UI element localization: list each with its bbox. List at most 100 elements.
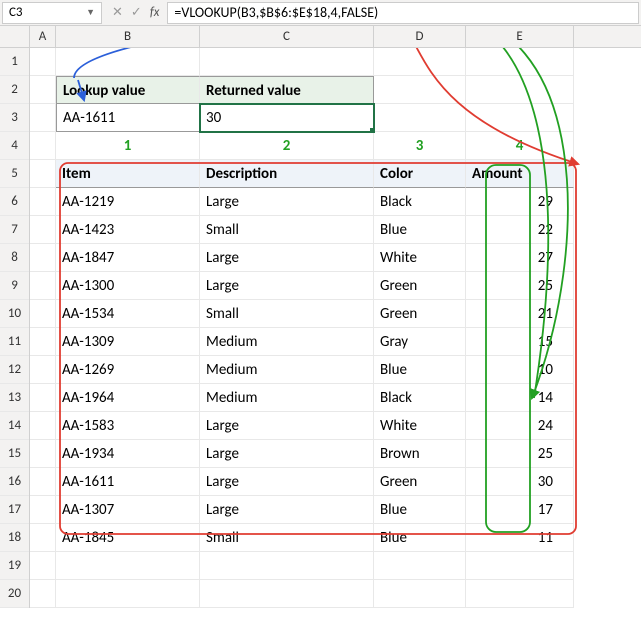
cell[interactable] bbox=[30, 412, 56, 440]
item-cell[interactable]: AA-1611 bbox=[56, 468, 200, 496]
color-cell[interactable]: Blue bbox=[374, 216, 466, 244]
amount-cell[interactable]: 17 bbox=[466, 496, 574, 524]
returned-value-cell[interactable]: 30 bbox=[200, 104, 374, 132]
color-cell[interactable]: Blue bbox=[374, 356, 466, 384]
row-header[interactable]: 4 bbox=[0, 132, 29, 160]
item-cell[interactable]: AA-1423 bbox=[56, 216, 200, 244]
amount-cell[interactable]: 11 bbox=[466, 524, 574, 552]
amount-cell[interactable]: 25 bbox=[466, 272, 574, 300]
cell[interactable] bbox=[30, 300, 56, 328]
color-cell[interactable]: Brown bbox=[374, 440, 466, 468]
col-header-a[interactable]: A bbox=[30, 26, 56, 47]
col-header-c[interactable]: C bbox=[200, 26, 374, 47]
color-cell[interactable]: Green bbox=[374, 300, 466, 328]
row-header[interactable]: 8 bbox=[0, 244, 29, 272]
cell[interactable] bbox=[200, 552, 374, 580]
cell[interactable] bbox=[30, 188, 56, 216]
cell[interactable] bbox=[30, 160, 56, 188]
table-header-description[interactable]: Description bbox=[200, 160, 374, 188]
row-header[interactable]: 5 bbox=[0, 160, 29, 188]
cell[interactable] bbox=[30, 104, 56, 132]
item-cell[interactable]: AA-1300 bbox=[56, 272, 200, 300]
cell[interactable] bbox=[466, 48, 574, 76]
cell[interactable] bbox=[30, 524, 56, 552]
amount-cell[interactable]: 15 bbox=[466, 328, 574, 356]
amount-cell[interactable]: 30 bbox=[466, 468, 574, 496]
cell[interactable] bbox=[374, 552, 466, 580]
color-cell[interactable]: Black bbox=[374, 188, 466, 216]
description-cell[interactable]: Small bbox=[200, 524, 374, 552]
color-cell[interactable]: Green bbox=[374, 468, 466, 496]
color-cell[interactable]: Gray bbox=[374, 328, 466, 356]
row-header[interactable]: 16 bbox=[0, 468, 29, 496]
cell[interactable] bbox=[374, 48, 466, 76]
amount-cell[interactable]: 22 bbox=[466, 216, 574, 244]
col-header-e[interactable]: E bbox=[466, 26, 574, 47]
cell[interactable] bbox=[466, 104, 574, 132]
amount-cell[interactable]: 21 bbox=[466, 300, 574, 328]
cell[interactable] bbox=[374, 580, 466, 608]
item-cell[interactable]: AA-1934 bbox=[56, 440, 200, 468]
cell[interactable] bbox=[30, 356, 56, 384]
table-header-item[interactable]: Item bbox=[56, 160, 200, 188]
description-cell[interactable]: Medium bbox=[200, 356, 374, 384]
amount-cell[interactable]: 24 bbox=[466, 412, 574, 440]
row-header[interactable]: 15 bbox=[0, 440, 29, 468]
accept-icon[interactable]: ✓ bbox=[131, 5, 142, 20]
row-header[interactable]: 18 bbox=[0, 524, 29, 552]
cell[interactable] bbox=[30, 496, 56, 524]
item-cell[interactable]: AA-1583 bbox=[56, 412, 200, 440]
description-cell[interactable]: Medium bbox=[200, 384, 374, 412]
row-header[interactable]: 9 bbox=[0, 272, 29, 300]
returned-header-label[interactable]: Returned value bbox=[200, 76, 374, 104]
row-header[interactable]: 13 bbox=[0, 384, 29, 412]
amount-cell[interactable]: 25 bbox=[466, 440, 574, 468]
description-cell[interactable]: Large bbox=[200, 244, 374, 272]
row-header[interactable]: 1 bbox=[0, 48, 29, 76]
cell[interactable] bbox=[30, 48, 56, 76]
cell[interactable] bbox=[30, 552, 56, 580]
amount-cell[interactable]: 10 bbox=[466, 356, 574, 384]
col-number-3[interactable]: 3 bbox=[374, 132, 466, 160]
cell[interactable] bbox=[56, 48, 200, 76]
color-cell[interactable]: Blue bbox=[374, 496, 466, 524]
cell[interactable] bbox=[200, 580, 374, 608]
row-header[interactable]: 20 bbox=[0, 580, 29, 608]
col-header-d[interactable]: D bbox=[374, 26, 466, 47]
description-cell[interactable]: Medium bbox=[200, 328, 374, 356]
row-header[interactable]: 14 bbox=[0, 412, 29, 440]
item-cell[interactable]: AA-1964 bbox=[56, 384, 200, 412]
color-cell[interactable]: Blue bbox=[374, 524, 466, 552]
item-cell[interactable]: AA-1219 bbox=[56, 188, 200, 216]
cell[interactable] bbox=[30, 132, 56, 160]
row-header[interactable]: 11 bbox=[0, 328, 29, 356]
name-box-dropdown-icon[interactable]: ▼ bbox=[86, 7, 95, 18]
item-cell[interactable]: AA-1307 bbox=[56, 496, 200, 524]
col-header-b[interactable]: B bbox=[56, 26, 200, 47]
cell[interactable] bbox=[30, 384, 56, 412]
description-cell[interactable]: Large bbox=[200, 272, 374, 300]
row-header[interactable]: 6 bbox=[0, 188, 29, 216]
cell[interactable] bbox=[200, 48, 374, 76]
description-cell[interactable]: Large bbox=[200, 440, 374, 468]
cell[interactable] bbox=[374, 76, 466, 104]
item-cell[interactable]: AA-1845 bbox=[56, 524, 200, 552]
row-header[interactable]: 3 bbox=[0, 104, 29, 132]
row-header[interactable]: 2 bbox=[0, 76, 29, 104]
select-all-corner[interactable] bbox=[0, 26, 30, 47]
cell[interactable] bbox=[466, 580, 574, 608]
amount-cell[interactable]: 27 bbox=[466, 244, 574, 272]
description-cell[interactable]: Large bbox=[200, 496, 374, 524]
cancel-icon[interactable]: ✕ bbox=[112, 5, 123, 20]
cell[interactable] bbox=[56, 580, 200, 608]
formula-input[interactable]: =VLOOKUP(B3,$B$6:$E$18,4,FALSE) bbox=[167, 2, 639, 24]
cell[interactable] bbox=[30, 272, 56, 300]
cell[interactable] bbox=[30, 244, 56, 272]
lookup-header-label[interactable]: Lookup value bbox=[56, 76, 200, 104]
cell[interactable] bbox=[466, 76, 574, 104]
description-cell[interactable]: Large bbox=[200, 468, 374, 496]
row-header[interactable]: 12 bbox=[0, 356, 29, 384]
cell[interactable] bbox=[56, 552, 200, 580]
item-cell[interactable]: AA-1309 bbox=[56, 328, 200, 356]
color-cell[interactable]: Green bbox=[374, 272, 466, 300]
